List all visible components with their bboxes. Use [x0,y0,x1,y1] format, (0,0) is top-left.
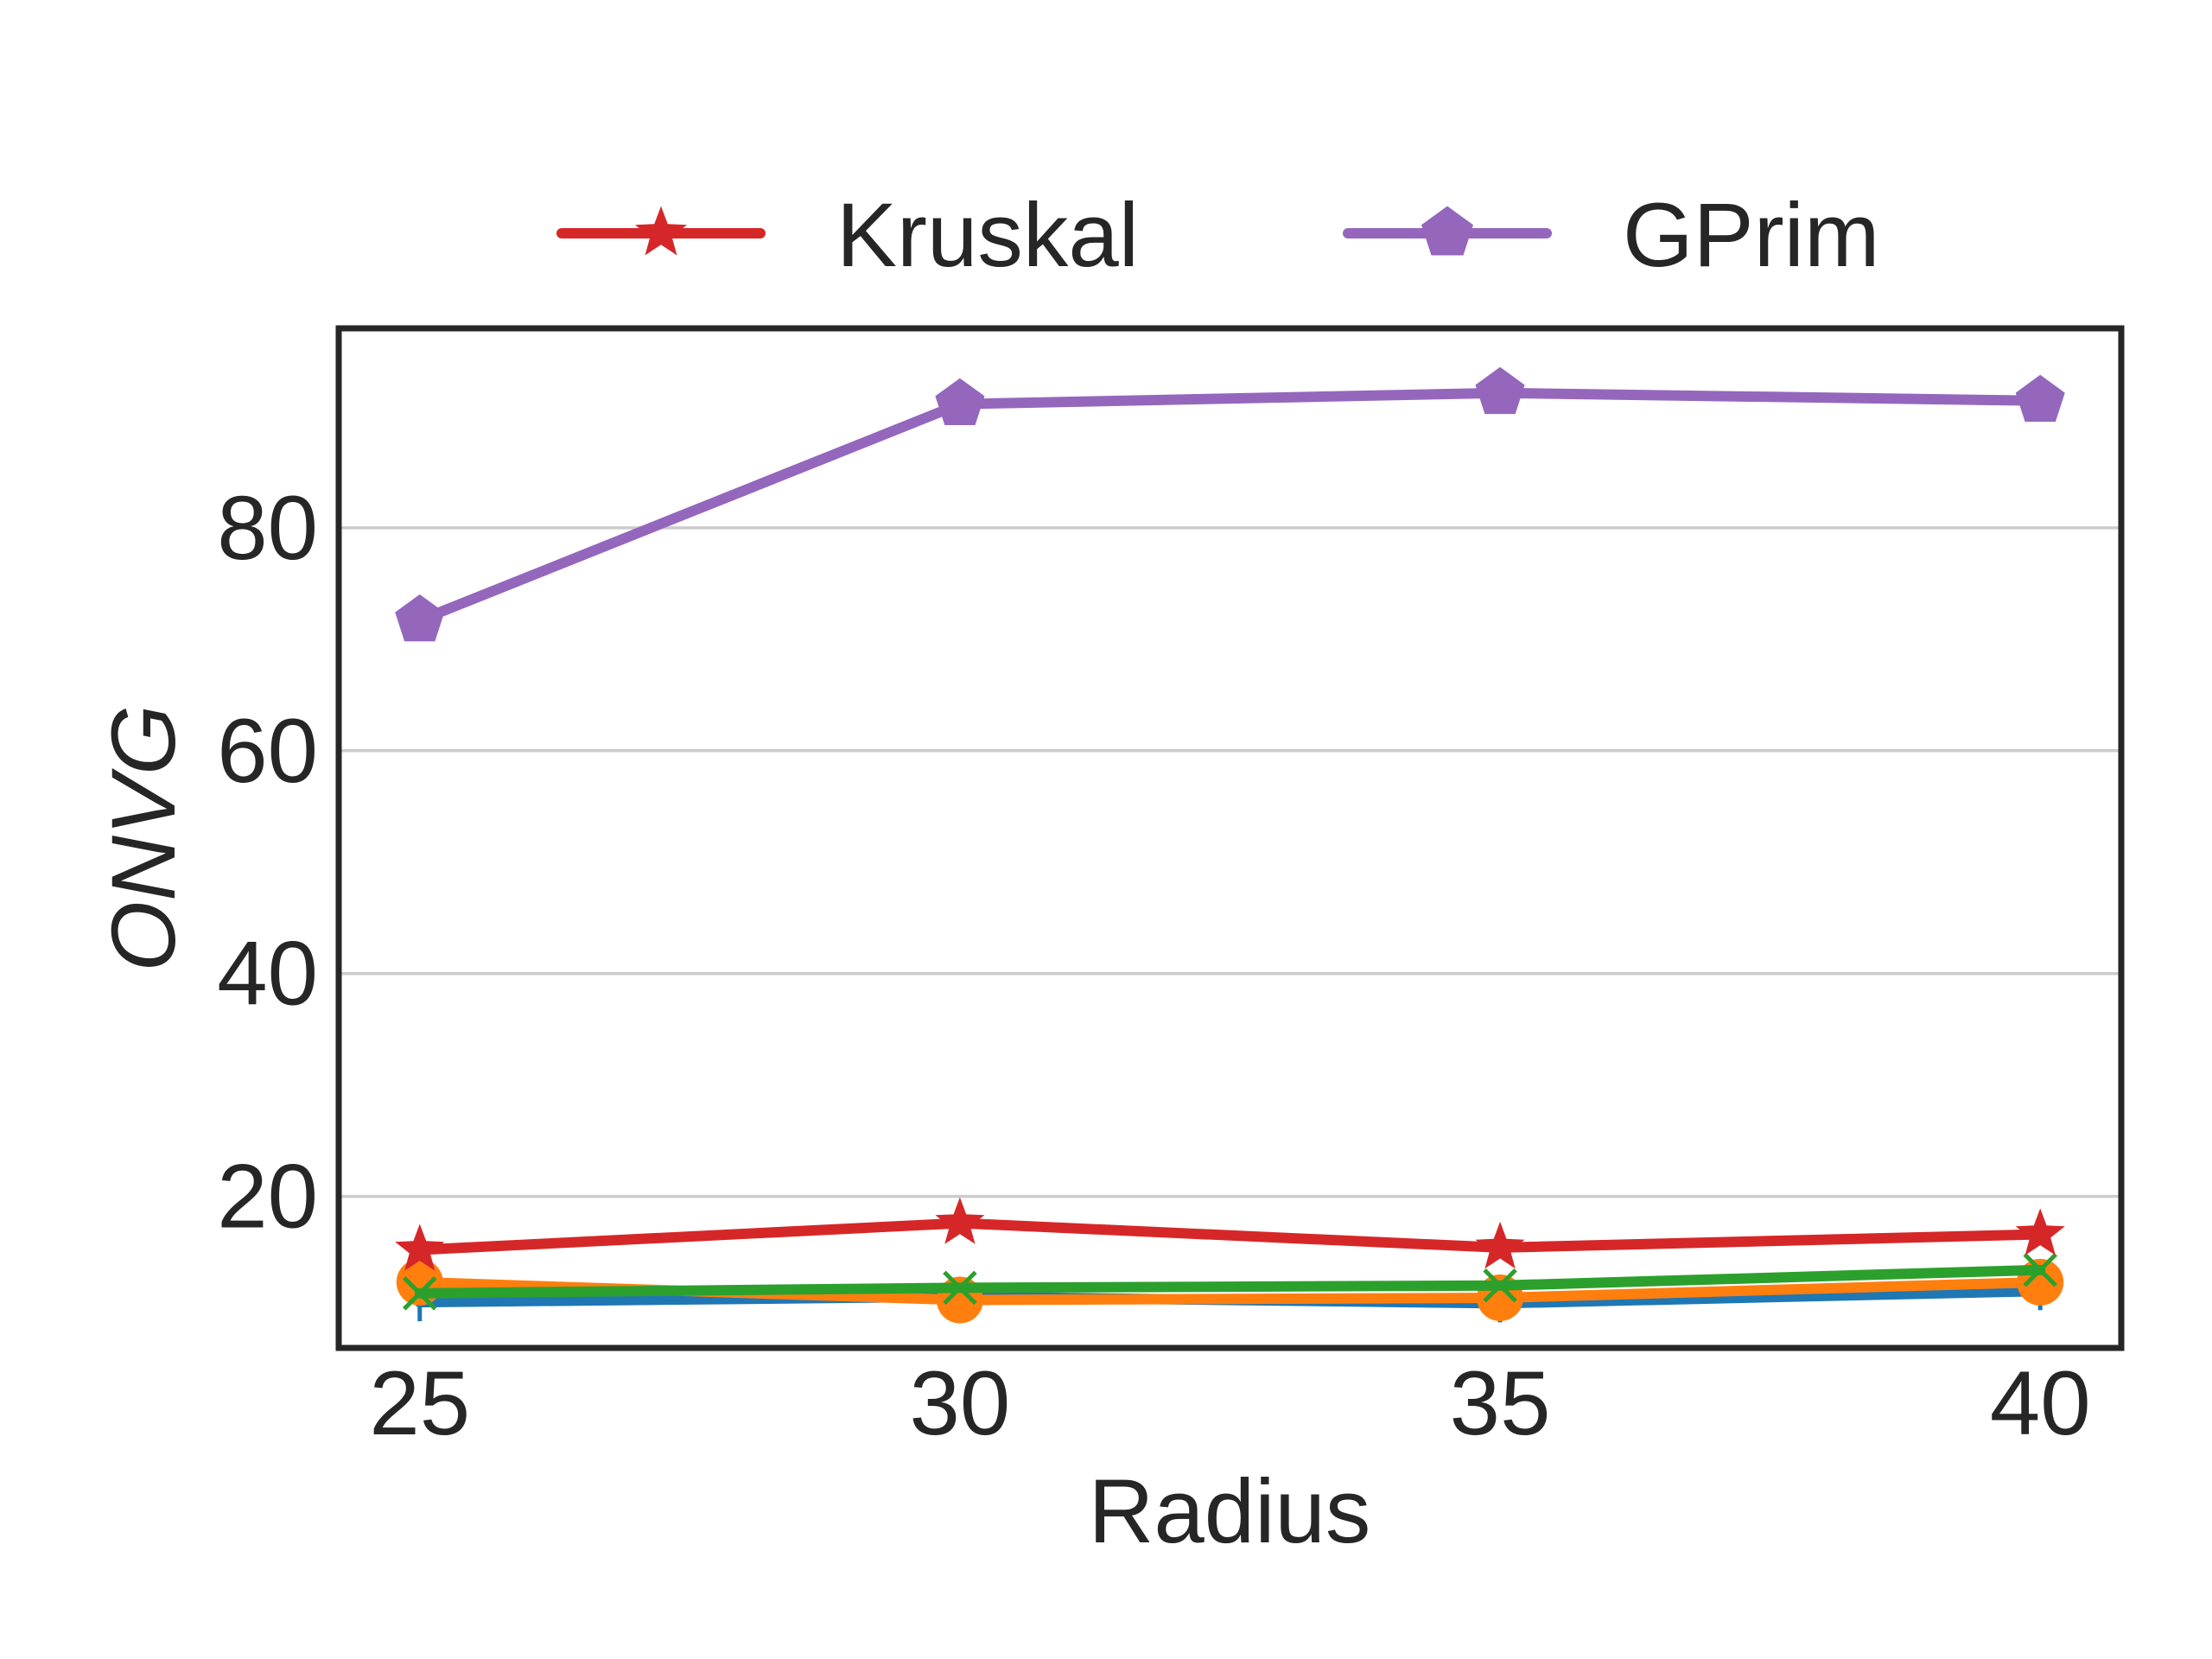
legend-marker-gprim [1421,206,1473,256]
legend-item-kruskal: Kruskal [556,185,1139,286]
data-point-series-3-25 [403,1276,437,1311]
grid-lines [339,526,2121,1198]
y-tick-80: 80 [217,478,318,579]
data-point-gprim-40 [2015,374,2065,423]
legend-label-gprim: GPrim [1623,185,1879,286]
data-point-kruskal-25 [395,1224,445,1271]
series-gprim [395,366,2065,642]
series-kruskal [395,1197,2065,1271]
data-point-kruskal-40 [2015,1208,2065,1255]
series-series-3 [403,1252,2057,1311]
legend: Kruskal GPrim [556,185,1879,286]
series-layer [395,366,2065,1324]
series-line-series-3 [414,1264,2046,1299]
legend-label-kruskal: Kruskal [836,185,1139,286]
data-point-kruskal-35 [1475,1221,1525,1269]
x-tick-labels: 25 30 35 40 [369,1353,2090,1454]
data-point-gprim-25 [395,594,445,642]
data-point-series-3-35 [1483,1268,1517,1303]
data-point-gprim-35 [1475,366,1525,415]
y-tick-20: 20 [217,1147,318,1248]
y-tick-40: 40 [217,924,318,1025]
x-tick-35: 35 [1450,1353,1551,1454]
plot-frame [335,325,2125,1351]
legend-item-gprim: GPrim [1343,185,1879,286]
series-line-gprim [414,387,2046,626]
data-point-kruskal-30 [935,1197,985,1244]
series-line-kruskal [414,1217,2046,1255]
y-tick-labels: 20 40 60 80 [217,478,318,1248]
x-tick-25: 25 [369,1353,470,1454]
data-point-gprim-30 [935,378,985,425]
y-tick-60: 60 [217,701,318,802]
x-tick-30: 30 [910,1353,1011,1454]
legend-marker-kruskal [635,206,687,256]
y-axis-title: ONVG [93,704,194,971]
data-point-series-2-25 [396,1258,443,1306]
data-point-series-3-30 [943,1270,977,1306]
data-point-series-3-40 [2023,1252,2057,1287]
x-tick-40: 40 [1990,1353,2091,1454]
x-axis-title: Radius [1089,1461,1371,1562]
